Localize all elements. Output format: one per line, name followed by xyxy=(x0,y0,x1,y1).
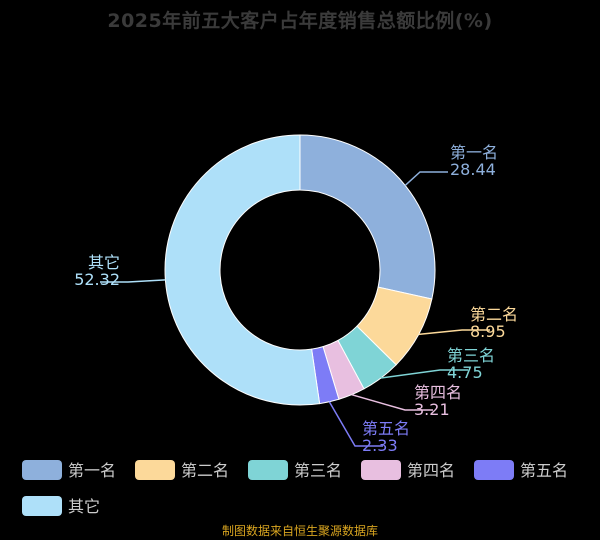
slice-1 xyxy=(299,134,436,300)
leader-line-3 xyxy=(380,369,468,379)
legend-label: 第二名 xyxy=(181,461,229,480)
legend-swatch xyxy=(361,460,401,480)
legend-swatch xyxy=(474,460,514,480)
slice-label-name: 第一名 xyxy=(450,143,498,162)
donut-slices xyxy=(164,134,436,406)
slice-label-value: 28.44 xyxy=(450,160,496,179)
slice-label-name: 第五名 xyxy=(362,419,410,438)
legend-label: 第三名 xyxy=(294,461,342,480)
leader-line-5 xyxy=(328,401,383,447)
slice-label-value: 8.95 xyxy=(470,322,506,341)
slice-label-name: 其它 xyxy=(88,253,120,272)
leader-line-2 xyxy=(418,329,490,336)
legend-swatch xyxy=(248,460,288,480)
leader-line-6 xyxy=(100,279,166,283)
slice-label-value: 3.21 xyxy=(414,400,450,419)
slice-label-name: 第二名 xyxy=(470,305,518,324)
legend-swatch xyxy=(22,496,62,516)
leader-line-1 xyxy=(404,171,448,186)
slice-label-value: 52.32 xyxy=(74,270,120,289)
legend-label: 第五名 xyxy=(520,461,568,480)
slice-6 xyxy=(164,134,321,406)
slice-label-name: 第四名 xyxy=(414,383,462,402)
slice-label-value: 2.33 xyxy=(362,436,398,455)
legend-swatch xyxy=(22,460,62,480)
slice-label-name: 第三名 xyxy=(447,346,495,365)
chart-title: 2025年前五大客户占年度销售总额比例(%) xyxy=(107,10,493,32)
source-note: 制图数据来自恒生聚源数据库 xyxy=(221,524,378,538)
legend-swatch xyxy=(135,460,175,480)
leader-line-4 xyxy=(351,393,433,411)
legend-label: 第四名 xyxy=(407,461,455,480)
legend-label: 第一名 xyxy=(68,461,116,480)
legend-label: 其它 xyxy=(68,497,100,516)
slice-label-value: 4.75 xyxy=(447,363,483,382)
